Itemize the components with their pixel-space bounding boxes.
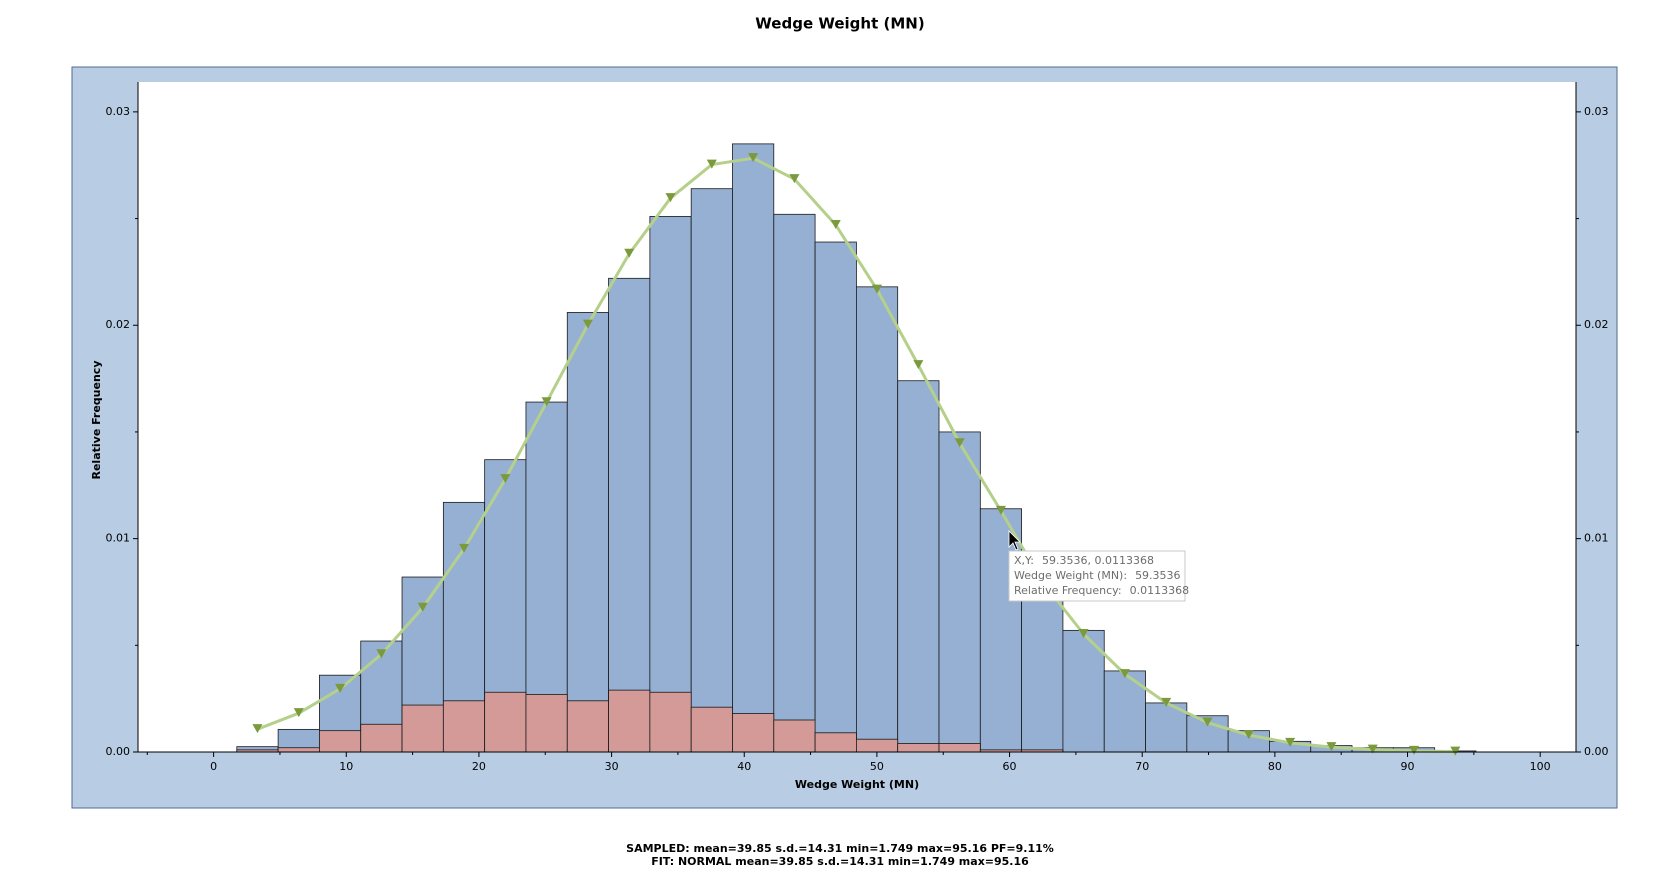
x-tick-label: 10	[339, 760, 353, 773]
histogram-bar	[484, 691, 527, 753]
fit-marker	[1202, 717, 1213, 727]
histogram-bar	[319, 730, 362, 753]
y2-tick-label: 0.01	[1584, 532, 1609, 545]
fit-marker	[995, 505, 1006, 515]
histogram-bar	[649, 691, 692, 753]
y2-tick-label: 0.02	[1584, 318, 1609, 331]
fit-marker	[913, 360, 924, 370]
histogram-bar	[897, 743, 940, 753]
x-tick-label: 70	[1135, 760, 1149, 773]
tooltip-key: Relative Frequency:	[1014, 584, 1122, 597]
tooltip: X,Y: 59.3536, 0.0113368 Wedge Weight (MN):…	[1008, 550, 1190, 602]
histogram-bar	[690, 706, 733, 753]
tooltip-value: 59.3536	[1135, 569, 1181, 582]
fit-marker	[417, 602, 428, 612]
fit-marker	[1161, 697, 1172, 707]
histogram-bar	[690, 188, 733, 753]
x-tick-label: 50	[870, 760, 884, 773]
histogram-bar	[1021, 583, 1064, 753]
histogram-bar	[525, 693, 568, 753]
fit-marker	[376, 649, 387, 659]
fit-marker	[1367, 744, 1378, 754]
fit-marker	[582, 319, 593, 329]
histogram-bar	[566, 700, 609, 753]
fit-marker	[541, 397, 552, 407]
fit-marker	[1119, 669, 1130, 679]
histogram-bar	[401, 704, 444, 753]
histogram-bar	[525, 401, 568, 753]
footer-note: SAMPLED: mean=39.85 s.d.=14.31 min=1.749…	[626, 842, 1054, 855]
histogram-bar	[938, 431, 981, 753]
histogram-bar	[277, 747, 320, 753]
fit-marker	[293, 708, 304, 718]
histogram-bar	[938, 743, 981, 753]
y2-tick-label: 0.03	[1584, 105, 1609, 118]
x-tick-label: 0	[210, 760, 217, 773]
fit-marker	[748, 153, 759, 163]
histogram-bar	[608, 277, 651, 753]
tooltip-value: 0.0113368	[1130, 584, 1190, 597]
x-tick-label: 30	[605, 760, 619, 773]
x-tick-label: 60	[1003, 760, 1017, 773]
tooltip-value: 59.3536, 0.0113368	[1042, 554, 1154, 567]
fit-marker	[1243, 730, 1254, 740]
histogram-bar	[773, 719, 816, 753]
fit-marker	[1078, 629, 1089, 639]
histogram-bar	[979, 508, 1023, 753]
y-tick-label: 0.01	[106, 532, 131, 545]
histogram-bar	[856, 738, 899, 753]
tooltip-key: X,Y:	[1014, 554, 1034, 567]
y-tick-label: 0.02	[106, 318, 131, 331]
fit-marker	[458, 543, 469, 553]
x-tick-label: 40	[737, 760, 751, 773]
fit-marker	[830, 219, 841, 229]
histogram-bar	[814, 241, 857, 753]
histogram-bar	[608, 689, 651, 753]
fit-marker	[1285, 737, 1296, 747]
mouse-cursor	[1008, 530, 1021, 551]
x-tick-label: 80	[1268, 760, 1282, 773]
fit-marker	[789, 174, 800, 184]
fit-marker	[706, 159, 717, 169]
x-tick-label: 100	[1530, 760, 1551, 773]
fit-marker	[1450, 746, 1461, 756]
footer-note: FIT: NORMAL mean=39.85 s.d.=14.31 min=1.…	[651, 855, 1029, 868]
fit-marker	[1409, 745, 1420, 755]
fit-marker	[1326, 742, 1337, 752]
tooltip-key: Wedge Weight (MN):	[1014, 569, 1127, 582]
histogram-bar	[773, 213, 816, 753]
fit-marker	[252, 724, 263, 734]
chart-title: Wedge Weight (MN)	[755, 15, 924, 33]
x-axis-label: Wedge Weight (MN)	[795, 778, 919, 791]
tooltip-box	[1008, 550, 1186, 602]
histogram-bar	[732, 713, 775, 753]
histogram-bar	[360, 723, 403, 753]
histogram-bar	[442, 700, 486, 753]
histogram-bar	[856, 286, 899, 753]
histogram-bar	[897, 380, 940, 753]
fit-marker	[500, 474, 511, 484]
x-tick-label: 20	[472, 760, 486, 773]
histogram-bar	[814, 732, 857, 753]
x-tick-label: 90	[1401, 760, 1415, 773]
fit-marker	[624, 248, 635, 258]
y-tick-label: 0.00	[106, 745, 131, 758]
histogram-bar	[566, 312, 609, 753]
fit-marker	[335, 683, 346, 693]
y2-tick-label: 0.00	[1584, 745, 1609, 758]
fit-marker	[665, 193, 676, 203]
fit-marker	[954, 438, 965, 448]
histogram-bar	[1062, 629, 1105, 753]
y-axis-label: Relative Frequency	[90, 361, 103, 480]
histogram-bar	[732, 143, 775, 753]
fit-line	[256, 156, 1456, 754]
y-tick-label: 0.03	[106, 105, 131, 118]
histogram-bar	[649, 216, 692, 753]
fit-marker	[872, 284, 883, 294]
